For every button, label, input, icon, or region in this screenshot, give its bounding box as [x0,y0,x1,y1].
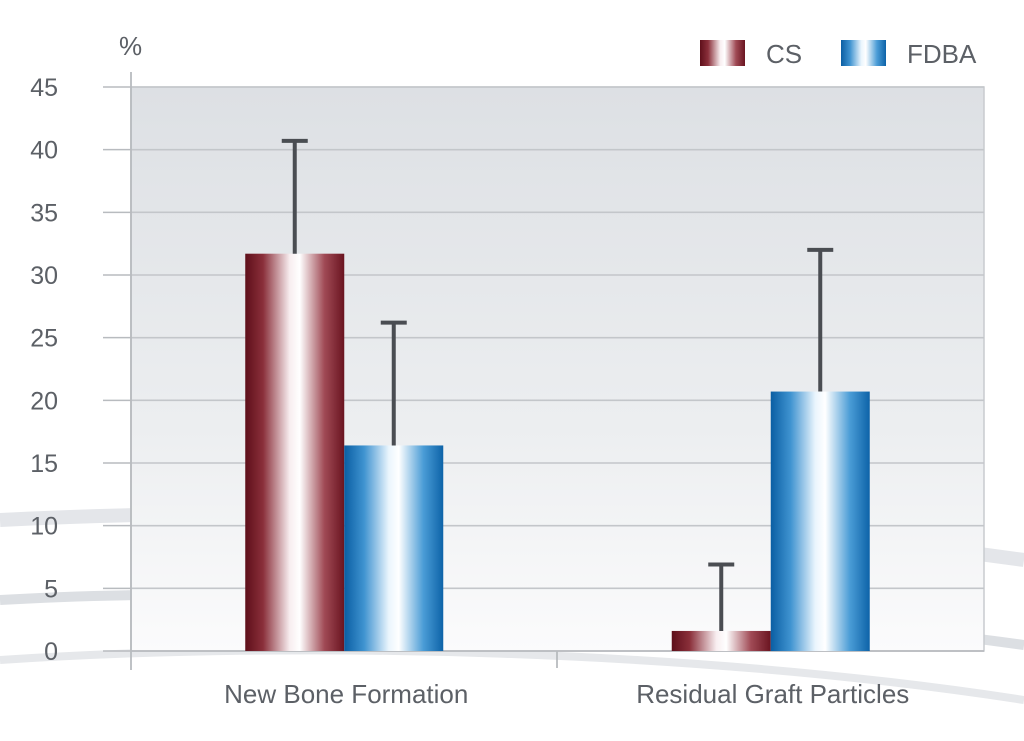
y-tick-label: 35 [30,199,58,227]
y-tick-label: 15 [30,450,58,478]
y-tick-label: 40 [30,137,58,165]
y-tick-label: 10 [30,513,58,541]
y-tick-label: 5 [44,575,58,603]
bar-fdba-1 [770,391,870,651]
legend-label-cs: CS [766,39,802,69]
category-labels: New Bone Formation Residual Graft Particl… [224,679,909,709]
error-bars [281,138,834,631]
legend-swatch-cs [700,40,745,66]
bar-fdba-0 [344,445,444,651]
x-category-label: New Bone Formation [224,679,468,709]
y-tick-label: 20 [30,387,58,415]
y-tick-label: 0 [44,638,58,666]
legend-label-fdba: FDBA [907,39,977,69]
bar-cs-1 [671,630,771,651]
y-tick-label: 25 [30,325,58,353]
y-tick-label: 45 [30,74,58,102]
y-tick-labels: 0 5 10 15 20 25 30 35 40 45 [30,74,58,666]
legend-swatch-fdba [841,40,886,66]
bar-cs-0 [245,253,345,651]
x-category-label: Residual Graft Particles [636,679,909,709]
y-tick-label: 30 [30,262,58,290]
bars [245,253,870,651]
legend: CS FDBA [700,39,977,69]
y-axis-unit-label: % [119,31,142,61]
